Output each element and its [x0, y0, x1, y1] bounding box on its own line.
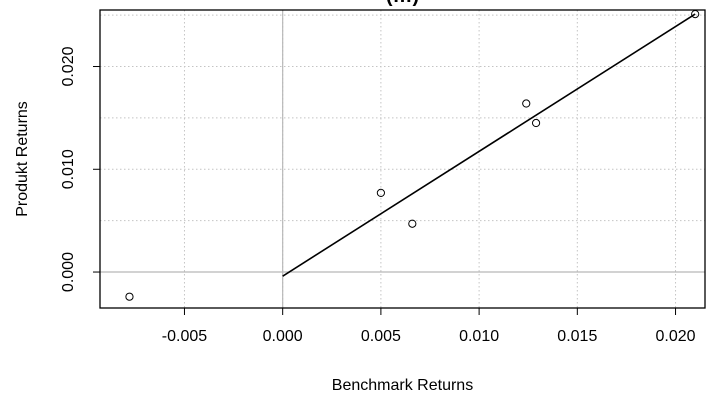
x-axis: -0.005 0.000 0.005 0.010 0.015 0.020 — [162, 308, 696, 345]
data-point — [522, 99, 531, 108]
x-tick-label: 0.000 — [263, 328, 303, 345]
y-tick-label: 0.010 — [60, 149, 77, 189]
y-tick-label: 0.000 — [60, 252, 77, 292]
regression-line — [282, 13, 696, 277]
data-point — [125, 292, 134, 301]
plot-frame — [99, 9, 706, 309]
x-tick-label: 0.020 — [656, 328, 696, 345]
points — [125, 10, 700, 301]
chart-title: (…) — [386, 0, 419, 7]
x-axis-label: Benchmark Returns — [332, 377, 473, 394]
data-point — [531, 118, 541, 128]
x-tick-label: 0.010 — [459, 328, 499, 345]
x-tick-label: -0.005 — [162, 328, 207, 345]
y-axis-label: Produkt Returns — [14, 101, 31, 217]
y-axis: 0.000 0.010 0.020 — [60, 46, 100, 292]
regression-line-layer — [282, 13, 696, 277]
data-point — [376, 188, 385, 198]
y-tick-label: 0.020 — [60, 46, 77, 86]
x-tick-label: 0.005 — [361, 328, 401, 345]
x-tick-label: 0.015 — [557, 328, 597, 345]
data-point — [408, 219, 417, 228]
grid — [100, 10, 705, 308]
